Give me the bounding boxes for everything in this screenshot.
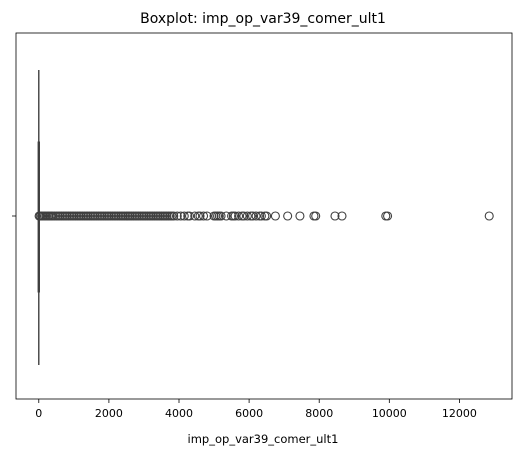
outlier-point bbox=[311, 211, 321, 221]
outlier-point bbox=[221, 211, 231, 221]
outlier-point bbox=[172, 211, 182, 221]
outlier-point bbox=[234, 211, 244, 221]
x-tick-label: 6000 bbox=[235, 407, 263, 420]
outlier-point bbox=[176, 211, 186, 221]
outlier-point bbox=[202, 211, 212, 221]
outlier-point bbox=[283, 211, 293, 221]
outlier-point bbox=[242, 211, 252, 221]
outlier-point bbox=[383, 211, 393, 221]
x-tick-label: 8000 bbox=[305, 407, 333, 420]
outlier-point bbox=[239, 211, 249, 221]
plot-area bbox=[34, 70, 494, 365]
x-tick-label: 4000 bbox=[165, 407, 193, 420]
outlier-point bbox=[190, 211, 200, 221]
outlier-point bbox=[195, 211, 205, 221]
x-tick-label: 2000 bbox=[95, 407, 123, 420]
x-tick-label: 10000 bbox=[372, 407, 407, 420]
outlier-point bbox=[484, 211, 494, 221]
chart-title: Boxplot: imp_op_var39_comer_ult1 bbox=[140, 11, 386, 27]
outlier-point bbox=[198, 211, 209, 221]
outlier-point bbox=[309, 211, 319, 221]
outlier-point bbox=[381, 211, 391, 221]
outlier-point bbox=[248, 211, 258, 221]
outlier-point bbox=[295, 211, 305, 221]
outlier-point bbox=[262, 211, 272, 221]
outlier-point bbox=[216, 211, 226, 221]
x-axis-label: imp_op_var39_comer_ult1 bbox=[188, 432, 339, 446]
outlier-point bbox=[169, 211, 179, 221]
outlier-point bbox=[184, 211, 195, 221]
outlier-point bbox=[230, 211, 240, 221]
outlier-point bbox=[256, 211, 266, 221]
x-tick-label: 12000 bbox=[442, 407, 477, 420]
outlier-point bbox=[337, 211, 347, 221]
outlier-point bbox=[270, 211, 280, 221]
x-tick-label: 0 bbox=[35, 407, 42, 420]
x-axis: 0 2000 4000 6000 8000 10000 12000 bbox=[35, 399, 477, 420]
outlier-point bbox=[179, 211, 189, 221]
outlier-point bbox=[330, 211, 340, 221]
outlier-point bbox=[251, 211, 261, 221]
